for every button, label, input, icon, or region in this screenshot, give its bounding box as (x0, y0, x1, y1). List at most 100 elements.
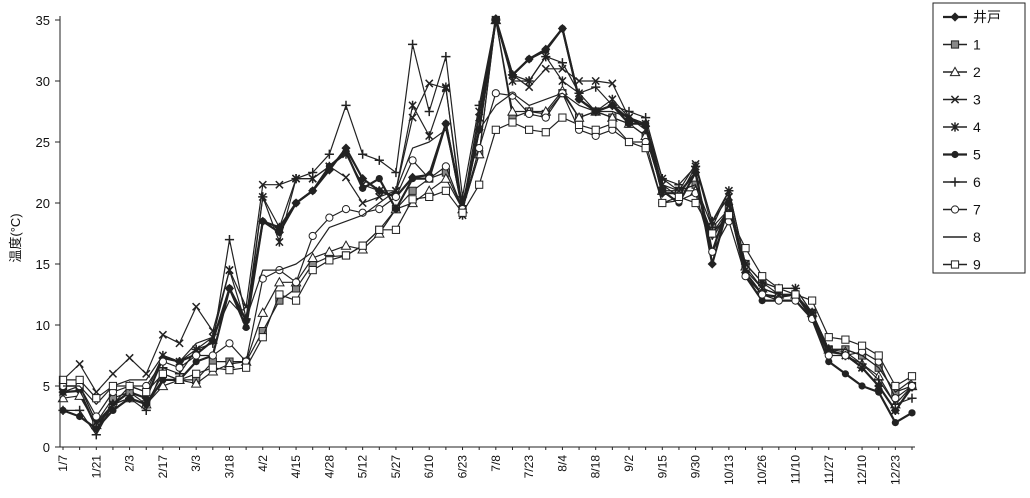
series-8 (63, 92, 913, 405)
data-point (308, 167, 318, 178)
data-point (340, 240, 352, 250)
legend: 井戸 1 2 3 4 5 6 7 8 9 (932, 2, 1026, 274)
data-point (208, 351, 217, 360)
data-point (91, 430, 101, 440)
x-tick-label: 4/28 (322, 455, 336, 479)
data-point (159, 376, 167, 384)
data-point (774, 284, 783, 293)
data-point (141, 405, 151, 415)
x-tick-label: 12/23 (888, 455, 902, 485)
x-tick-label: 7/8 (489, 455, 503, 472)
x-tick-label: 2/3 (123, 455, 137, 472)
data-point (175, 363, 184, 372)
data-point (524, 82, 534, 92)
data-point (508, 118, 517, 127)
x-tick-label: 11/27 (822, 455, 836, 484)
data-point (825, 358, 833, 366)
y-tick-label: 0 (43, 440, 50, 455)
x-tick-label: 8/18 (589, 455, 603, 479)
data-point (541, 128, 550, 137)
x-tick-label: 1/7 (56, 455, 70, 472)
data-point (441, 162, 450, 171)
x-tick-label: 3/18 (222, 455, 236, 479)
data-point (558, 76, 567, 86)
data-point (658, 198, 667, 208)
data-point (408, 100, 417, 110)
data-point (258, 192, 268, 202)
legend-item: 3 (943, 92, 981, 108)
data-point (225, 284, 234, 292)
data-point (507, 105, 518, 116)
data-point (458, 208, 467, 217)
data-point (324, 149, 334, 159)
data-point (341, 173, 351, 182)
data-point (491, 125, 500, 134)
data-point (424, 106, 434, 117)
data-point (724, 211, 733, 220)
data-point (641, 113, 651, 123)
x-tick-label: 1/21 (89, 455, 103, 479)
y-axis: 0 5 10 15 20 25 30 35 (36, 13, 61, 455)
legend-label: 8 (973, 229, 981, 245)
data-point (741, 244, 750, 253)
data-point (658, 187, 666, 195)
data-point (323, 246, 335, 256)
legend-item: 8 (943, 229, 981, 245)
data-point (358, 149, 368, 159)
x-tick-label: 11/10 (788, 455, 802, 484)
data-point (125, 353, 134, 363)
legend-item: 9 (943, 257, 981, 273)
x-tick-label: 4/2 (256, 455, 270, 472)
plot-area (57, 14, 918, 440)
legend-item: 6 (943, 174, 981, 190)
data-point (440, 172, 452, 183)
data-point (258, 180, 267, 189)
data-point (691, 198, 700, 208)
legend-swatch-marker (950, 95, 960, 104)
data-point (358, 241, 367, 250)
data-point (874, 375, 884, 385)
data-point (341, 251, 351, 260)
data-point (75, 375, 84, 384)
data-point (690, 161, 701, 171)
legend-swatch-marker (950, 177, 960, 187)
data-point (507, 70, 518, 80)
data-point (274, 227, 285, 237)
data-point (359, 184, 367, 192)
legend-label: 井戸 (973, 9, 1001, 25)
legend-swatch-marker (949, 66, 961, 77)
data-point (758, 290, 767, 299)
data-point (175, 339, 184, 348)
data-point (857, 359, 867, 369)
data-point (441, 52, 451, 62)
y-tick-label: 10 (36, 318, 50, 333)
x-tick-label: 4/15 (289, 455, 303, 479)
data-point (891, 394, 900, 403)
legend-label: 6 (973, 174, 981, 190)
data-point (175, 375, 184, 384)
legend-swatch-marker (950, 12, 960, 22)
data-point (375, 175, 383, 183)
data-point (891, 381, 900, 391)
data-point (541, 64, 550, 73)
data-point (741, 272, 750, 281)
data-point (308, 266, 317, 275)
data-point (791, 290, 800, 299)
data-point (158, 369, 167, 378)
legend-label: 1 (973, 37, 981, 53)
data-point (740, 259, 751, 269)
data-point (75, 405, 85, 415)
data-point (724, 186, 734, 196)
legend-swatch-marker (951, 150, 959, 159)
data-point (491, 15, 501, 25)
legend-box (932, 2, 1026, 274)
data-point (558, 24, 567, 33)
data-point (574, 76, 584, 86)
data-point (407, 39, 418, 49)
data-point (608, 119, 617, 128)
x-tick-label: 10/13 (722, 455, 736, 485)
x-tick-label: 10/26 (755, 455, 769, 485)
y-tick-label: 35 (36, 13, 50, 28)
data-point (225, 366, 234, 375)
legend-swatch-marker (950, 40, 960, 49)
